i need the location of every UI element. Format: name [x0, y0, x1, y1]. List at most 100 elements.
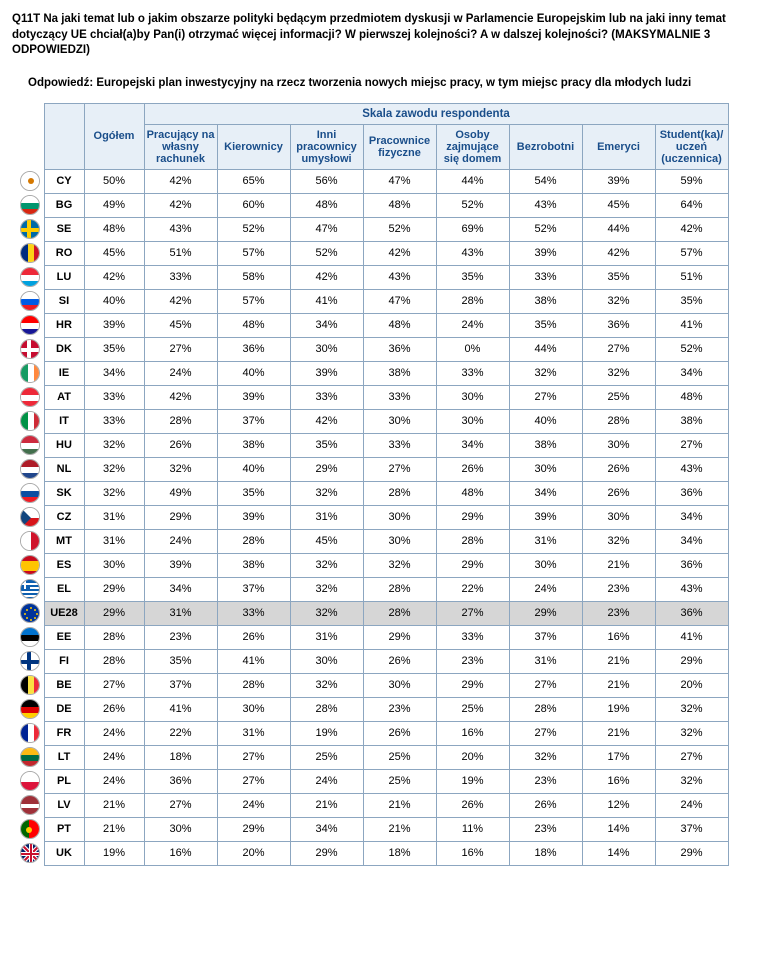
- col-value: 18%: [509, 841, 582, 865]
- table-row: NL32%32%40%29%27%26%30%26%43%: [16, 457, 728, 481]
- col-value: 42%: [144, 385, 217, 409]
- col-value: 28%: [509, 697, 582, 721]
- col-value: 52%: [290, 241, 363, 265]
- flag-el-icon: [20, 579, 40, 599]
- col-value: 30%: [290, 649, 363, 673]
- flag-si-icon: [20, 291, 40, 311]
- flag-cell: [16, 313, 44, 337]
- col-value: 23%: [582, 601, 655, 625]
- col-value: 21%: [582, 673, 655, 697]
- col-value: 29%: [655, 649, 728, 673]
- total-value: 24%: [84, 745, 144, 769]
- col-value: 16%: [582, 769, 655, 793]
- country-code: CY: [44, 169, 84, 193]
- col-value: 37%: [655, 817, 728, 841]
- header-col-3: Pracownice fizyczne: [363, 124, 436, 169]
- col-value: 27%: [144, 337, 217, 361]
- col-value: 28%: [217, 673, 290, 697]
- flag-hu-icon: [20, 435, 40, 455]
- col-value: 27%: [509, 721, 582, 745]
- col-value: 16%: [436, 841, 509, 865]
- col-value: 58%: [217, 265, 290, 289]
- col-value: 30%: [363, 673, 436, 697]
- table-row: LT24%18%27%25%25%20%32%17%27%: [16, 745, 728, 769]
- col-value: 43%: [144, 217, 217, 241]
- data-table: Ogółem Skala zawodu respondenta Pracując…: [16, 103, 729, 866]
- total-value: 28%: [84, 649, 144, 673]
- header-col-0: Pracujący na własny rachunek: [144, 124, 217, 169]
- col-value: 31%: [509, 649, 582, 673]
- flag-cell: [16, 769, 44, 793]
- col-value: 54%: [509, 169, 582, 193]
- col-value: 36%: [655, 601, 728, 625]
- table-row: FI28%35%41%30%26%23%31%21%29%: [16, 649, 728, 673]
- col-value: 43%: [509, 193, 582, 217]
- flag-cell: [16, 241, 44, 265]
- table-row: HU32%26%38%35%33%34%38%30%27%: [16, 433, 728, 457]
- col-value: 22%: [436, 577, 509, 601]
- col-value: 16%: [144, 841, 217, 865]
- country-code: RO: [44, 241, 84, 265]
- total-value: 21%: [84, 793, 144, 817]
- col-value: 29%: [144, 505, 217, 529]
- table-row: BG49%42%60%48%48%52%43%45%64%: [16, 193, 728, 217]
- col-value: 30%: [436, 385, 509, 409]
- table-row: CY50%42%65%56%47%44%54%39%59%: [16, 169, 728, 193]
- country-code: NL: [44, 457, 84, 481]
- answer-subtitle: Odpowiedź: Europejski plan inwestycyjny …: [28, 77, 758, 89]
- col-value: 20%: [436, 745, 509, 769]
- header-col-7: Student(ka)/ uczeń (uczennica): [655, 124, 728, 169]
- col-value: 38%: [217, 553, 290, 577]
- col-value: 39%: [290, 361, 363, 385]
- col-value: 24%: [655, 793, 728, 817]
- col-value: 14%: [582, 841, 655, 865]
- col-value: 16%: [436, 721, 509, 745]
- header-super: Skala zawodu respondenta: [144, 103, 728, 124]
- col-value: 29%: [290, 841, 363, 865]
- col-value: 33%: [363, 433, 436, 457]
- col-value: 32%: [290, 601, 363, 625]
- col-value: 23%: [509, 769, 582, 793]
- flag-de-icon: [20, 699, 40, 719]
- col-value: 51%: [144, 241, 217, 265]
- col-value: 12%: [582, 793, 655, 817]
- col-value: 36%: [582, 313, 655, 337]
- col-value: 48%: [436, 481, 509, 505]
- col-value: 30%: [144, 817, 217, 841]
- col-value: 20%: [655, 673, 728, 697]
- col-value: 26%: [582, 481, 655, 505]
- col-value: 24%: [436, 313, 509, 337]
- flag-it-icon: [20, 411, 40, 431]
- col-value: 44%: [436, 169, 509, 193]
- col-value: 38%: [217, 433, 290, 457]
- total-value: 42%: [84, 265, 144, 289]
- col-value: 32%: [144, 457, 217, 481]
- flag-cell: [16, 361, 44, 385]
- col-value: 21%: [582, 649, 655, 673]
- col-value: 35%: [509, 313, 582, 337]
- total-value: 35%: [84, 337, 144, 361]
- total-value: 31%: [84, 505, 144, 529]
- total-value: 29%: [84, 577, 144, 601]
- country-code: UK: [44, 841, 84, 865]
- col-value: 39%: [217, 385, 290, 409]
- col-value: 36%: [655, 481, 728, 505]
- col-value: 30%: [290, 337, 363, 361]
- table-row: HR39%45%48%34%48%24%35%36%41%: [16, 313, 728, 337]
- col-value: 24%: [290, 769, 363, 793]
- col-value: 18%: [363, 841, 436, 865]
- country-code: LU: [44, 265, 84, 289]
- col-value: 30%: [363, 505, 436, 529]
- col-value: 45%: [582, 193, 655, 217]
- col-value: 56%: [290, 169, 363, 193]
- table-row: DK35%27%36%30%36%0%44%27%52%: [16, 337, 728, 361]
- col-value: 38%: [509, 433, 582, 457]
- col-value: 26%: [436, 793, 509, 817]
- flag-cz-icon: [20, 507, 40, 527]
- col-value: 30%: [509, 553, 582, 577]
- col-value: 40%: [217, 457, 290, 481]
- col-value: 42%: [290, 265, 363, 289]
- country-code: IT: [44, 409, 84, 433]
- flag-lv-icon: [20, 795, 40, 815]
- col-value: 51%: [655, 265, 728, 289]
